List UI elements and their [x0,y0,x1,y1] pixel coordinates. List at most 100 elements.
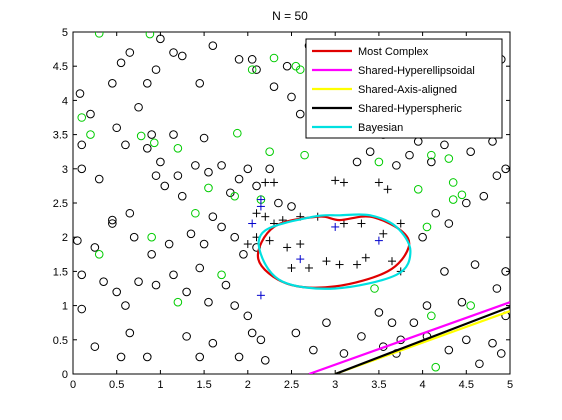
scatter-point-plus [296,240,305,249]
scatter-point-plus [248,219,257,228]
scatter-point-circle [234,352,244,362]
scatter-point-circle [125,208,135,218]
scatter-point-circle [247,55,257,64]
scatter-point-plus [265,236,274,245]
scatter-point-circle [108,219,117,228]
scatter-point-circle [269,53,279,63]
series-line-shared-hyperspheric [334,305,510,374]
scatter-point-circle [164,239,174,249]
scatter-point-plus [243,240,252,249]
scatter-point-circle [186,229,196,239]
scatter-point-circle [462,335,471,345]
scatter-point-circle [112,287,121,297]
scatter-point-circle [208,338,218,348]
y-tick-label: 4.5 [53,61,68,73]
scatter-point-circle [199,133,209,143]
scatter-point-circle [208,212,218,221]
scatter-point-circle [182,332,191,341]
scatter-point-circle [457,190,467,200]
scatter-point-circle [492,284,502,293]
scatter-point-plus [270,178,279,187]
scatter-point-circle [387,318,397,328]
scatter-point-circle [134,102,143,112]
scatter-point-plus [339,219,348,228]
scatter-point-circle [230,301,239,310]
scatter-point-plus [296,255,305,264]
scatter-point-plus [256,195,265,204]
scatter-point-circle [431,208,441,218]
scatter-point-circle [287,92,296,102]
scatter-point-circle [142,143,152,153]
scatter-point-circle [427,150,436,160]
scatter-point-circle [352,157,362,167]
scatter-point-circle [252,181,261,191]
scatter-point-plus [261,212,270,221]
legend-item-bayesian: Bayesian [312,122,403,134]
scatter-point-circle [448,178,458,187]
scatter-point-circle [151,65,161,74]
scatter-point-circle [322,318,331,328]
scatter-point-circle [94,250,104,259]
scatter-point-circle [112,123,121,133]
scatter-point-circle [199,239,209,249]
scatter-point-plus [361,253,370,262]
scatter-point-circle [145,32,155,39]
scatter-point-circle [191,161,200,170]
scatter-point-circle [142,352,152,362]
x-tick-label: 5 [507,379,513,391]
scatter-point-circle [492,171,502,180]
scatter-point-circle [409,318,419,328]
series-line-shared-hyperellipsoidal [308,301,510,374]
scatter-point-circle [374,308,384,317]
chart-title: N = 50 [272,9,308,23]
scatter-point-circle [204,297,213,307]
scatter-point-circle [295,65,305,74]
scatter-point-circle [169,130,178,139]
scatter-point-plus [353,260,362,269]
scatter-point-circle [466,301,475,310]
scatter-point-circle [142,79,152,88]
x-tick-label: 2.5 [284,379,299,391]
scatter-point-circle [444,345,454,355]
scatter-point-circle [427,157,436,167]
scatter-point-plus [383,185,392,194]
scatter-point-plus [374,178,383,187]
scatter-point-plus [322,257,331,266]
legend-items: Most Complex Shared-Hyperellipsoidal Share… [312,46,475,134]
scatter-point-circle [108,79,117,88]
scatter-point-circle [77,164,87,174]
scatter-point-circle [501,164,510,174]
scatter-point-circle [230,191,239,201]
scatter-point-circle [129,232,139,242]
scatter-point-circle [151,280,161,290]
y-tick-label: 4 [62,95,68,107]
legend-label: Bayesian [358,122,403,134]
scatter-point-circle [156,157,165,167]
scatter-point-circle [116,58,126,68]
scatter-point-circle [422,301,432,310]
scatter-point-circle [182,287,191,297]
scatter-point-circle [173,297,183,307]
y-tick-label: 2.5 [53,198,68,210]
scatter-point-circle [191,208,200,218]
scatter-point-circle [116,352,126,362]
scatter-point-circle [195,352,205,362]
legend-label: Most Complex [358,46,429,58]
scatter-point-circle [149,138,159,148]
scatter-point-plus [396,219,405,228]
scatter-point-plus [256,202,265,211]
scatter-point-circle [217,161,226,170]
scatter-point-circle [243,164,253,174]
scatter-point-plus [331,176,340,185]
scatter-point-circle [94,32,104,38]
scatter-point-circle [208,41,218,50]
scatter-point-circle [501,267,510,276]
scatter-point-circle [204,167,213,177]
scatter-point-circle [121,301,130,310]
scatter-point-circle [94,174,104,184]
x-tick-label: 1 [157,379,163,391]
scatter-point-circle [287,202,296,211]
scatter-point-circle [274,198,283,208]
scatter-point-circle [422,222,432,232]
